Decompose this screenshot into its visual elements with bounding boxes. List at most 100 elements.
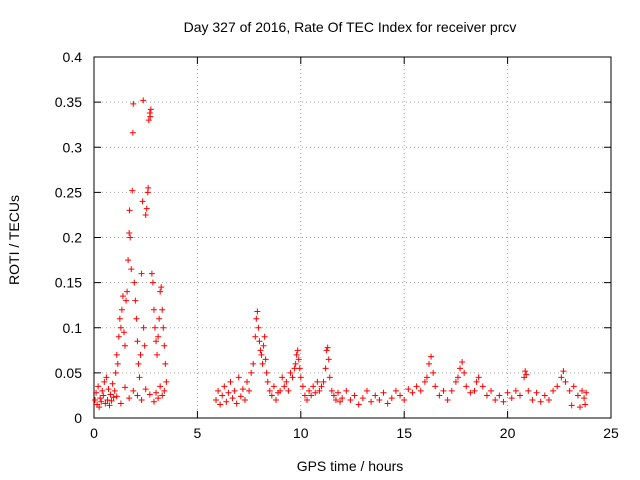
y-tick-label: 0.35 xyxy=(55,94,82,110)
data-point xyxy=(296,365,303,372)
data-point xyxy=(576,404,583,411)
data-point xyxy=(483,392,490,399)
data-points xyxy=(92,97,590,411)
data-point xyxy=(325,356,332,363)
data-point xyxy=(459,359,466,366)
y-tick-label: 0.4 xyxy=(63,49,83,65)
data-point xyxy=(292,360,299,367)
data-point xyxy=(120,329,127,336)
data-point xyxy=(281,383,288,390)
data-point xyxy=(326,374,333,381)
data-point xyxy=(475,374,482,381)
data-point xyxy=(579,387,586,394)
data-point xyxy=(560,368,567,375)
data-point xyxy=(133,315,140,322)
data-point xyxy=(139,198,146,205)
data-point xyxy=(376,396,383,403)
data-point xyxy=(525,387,532,394)
data-point xyxy=(272,396,279,403)
data-point xyxy=(263,369,270,376)
data-point xyxy=(314,378,321,385)
data-point xyxy=(448,387,455,394)
data-point xyxy=(125,257,132,264)
data-point xyxy=(145,184,152,191)
data-point xyxy=(504,389,511,396)
data-point xyxy=(93,389,100,396)
data-point xyxy=(104,396,111,403)
data-point xyxy=(124,288,131,295)
data-point xyxy=(582,401,589,408)
data-point xyxy=(223,398,230,405)
data-point xyxy=(322,365,329,372)
data-point xyxy=(239,386,246,393)
data-point xyxy=(138,270,145,277)
data-point xyxy=(581,395,588,402)
x-tick-label: 25 xyxy=(603,425,619,441)
data-point xyxy=(126,229,133,236)
data-point xyxy=(421,378,428,385)
data-point xyxy=(241,396,248,403)
data-point xyxy=(463,383,470,390)
data-point xyxy=(140,324,147,331)
data-point xyxy=(257,347,264,354)
data-point xyxy=(160,324,167,331)
data-point xyxy=(136,374,143,381)
data-point xyxy=(159,392,166,399)
data-point xyxy=(142,386,149,393)
data-point xyxy=(152,324,159,331)
data-point xyxy=(142,211,149,218)
data-point xyxy=(541,392,548,399)
data-point xyxy=(454,374,461,381)
data-point xyxy=(508,395,515,402)
data-point xyxy=(99,387,106,394)
data-point xyxy=(163,378,170,385)
data-point xyxy=(106,402,113,409)
data-point xyxy=(570,383,577,390)
data-point xyxy=(316,387,323,394)
data-point xyxy=(568,402,575,409)
data-point xyxy=(132,297,139,304)
data-point xyxy=(289,374,296,381)
data-point xyxy=(102,400,109,407)
data-point xyxy=(128,266,135,273)
data-point xyxy=(114,360,121,367)
data-point xyxy=(264,378,271,385)
data-point xyxy=(101,378,108,385)
tick-labels: 0 5 10 15 20 25 0 0.05 0.1 0.15 0.2 0.25 0.3 0.35 0.4 xyxy=(55,49,619,441)
data-point xyxy=(246,387,253,394)
data-point xyxy=(533,389,540,396)
data-point xyxy=(392,387,399,394)
data-point xyxy=(294,347,301,354)
data-point xyxy=(129,187,136,194)
data-point xyxy=(150,398,157,405)
data-point xyxy=(217,401,224,408)
data-point xyxy=(444,396,451,403)
data-point xyxy=(221,383,228,390)
x-tick-label: 10 xyxy=(293,425,309,441)
data-point xyxy=(100,392,107,399)
data-point xyxy=(135,360,142,367)
data-point xyxy=(467,389,474,396)
data-point xyxy=(148,270,155,277)
data-point xyxy=(110,394,117,401)
x-axis-label: GPS time / hours xyxy=(297,458,404,474)
data-point xyxy=(558,374,565,381)
data-point xyxy=(401,396,408,403)
data-point xyxy=(496,392,503,399)
data-point xyxy=(123,297,130,304)
data-point xyxy=(153,338,160,345)
x-tick-label: 20 xyxy=(500,425,516,441)
data-point xyxy=(291,365,298,372)
data-point xyxy=(253,315,260,322)
data-point xyxy=(127,234,134,241)
x-tick-label: 15 xyxy=(396,425,412,441)
data-point xyxy=(261,333,268,340)
data-point xyxy=(118,306,125,313)
y-tick-label: 0.1 xyxy=(63,320,83,336)
data-point xyxy=(372,392,379,399)
data-point xyxy=(432,383,439,390)
data-point xyxy=(488,387,495,394)
x-tick-label: 0 xyxy=(90,425,98,441)
data-point xyxy=(111,387,118,394)
data-point xyxy=(537,398,544,405)
